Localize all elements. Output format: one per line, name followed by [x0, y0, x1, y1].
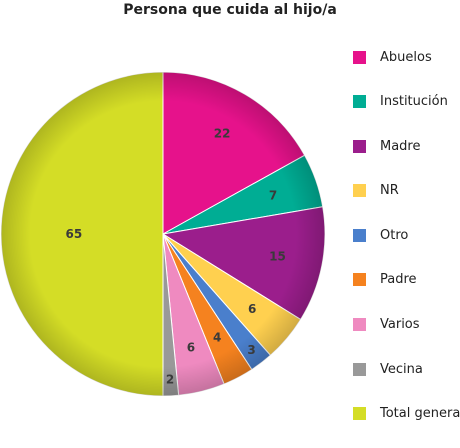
chart-title: Persona que cuida al hijo/a: [123, 2, 337, 18]
legend-label: Otro: [380, 227, 409, 243]
legend-swatch: [353, 95, 366, 109]
legend-label: NR: [380, 183, 399, 199]
legend-item-institución: Institución: [353, 92, 460, 112]
legend-label: Vecina: [380, 361, 423, 377]
data-label-total-general: 65: [66, 227, 83, 241]
legend-label: Total general: [380, 406, 460, 422]
data-label-madre: 15: [269, 249, 286, 263]
legend-swatch: [353, 407, 366, 421]
legend-item-varios: Varios: [353, 315, 460, 335]
legend-label: Varios: [380, 317, 420, 333]
data-label-abuelos: 22: [214, 126, 231, 140]
data-label-varios: 6: [187, 340, 195, 354]
legend-item-nr: NR: [353, 181, 460, 201]
legend-item-vecina: Vecina: [353, 359, 460, 379]
legend-label: Madre: [380, 138, 421, 154]
legend-swatch: [353, 50, 366, 64]
data-label-otro: 3: [247, 343, 255, 357]
legend-label: Institución: [380, 94, 448, 110]
legend-item-madre: Madre: [353, 136, 460, 156]
legend-item-otro: Otro: [353, 225, 460, 245]
legend-swatch: [353, 273, 366, 287]
legend-label: Padre: [380, 272, 417, 288]
legend-swatch: [353, 228, 366, 242]
legend-label: Abuelos: [380, 49, 432, 65]
data-label-institución: 7: [269, 188, 277, 202]
legend-swatch: [353, 139, 366, 153]
legend-item-total-general: Total general: [353, 404, 460, 424]
data-label-padre: 4: [213, 330, 221, 344]
legend-swatch: [353, 184, 366, 198]
data-label-nr: 6: [248, 302, 256, 316]
legend-item-padre: Padre: [353, 270, 460, 290]
legend: Abuelos Institución Madre NR Otro Padre Varios…: [353, 47, 460, 448]
legend-swatch: [353, 318, 366, 332]
data-label-vecina: 2: [166, 373, 174, 387]
legend-item-abuelos: Abuelos: [353, 47, 460, 67]
legend-swatch: [353, 362, 366, 376]
